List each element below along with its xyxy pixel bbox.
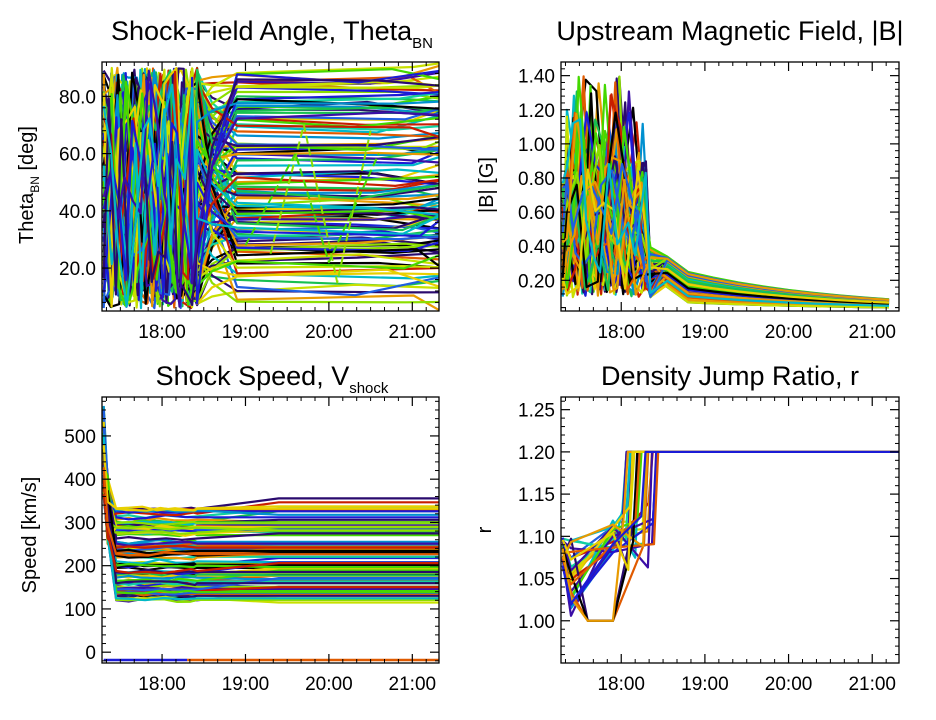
panel-shock-speed: Shock Speed, Vshock Speed [km/s] 18:00 19… <box>19 361 440 695</box>
series-line <box>102 467 439 557</box>
y-tick-label: 1.40 <box>518 67 555 88</box>
series-line <box>102 86 440 308</box>
series-line <box>561 450 899 586</box>
y-tick-label: 0 <box>85 643 96 664</box>
series-line <box>561 450 899 622</box>
bmag-y-ticks: 0.20 0.40 0.60 0.80 1.00 1.20 1.40 <box>518 61 899 309</box>
x-tick-label: 18:00 <box>138 674 186 695</box>
x-tick-label: 19:00 <box>681 322 729 343</box>
y-tick-label: 40.0 <box>59 202 96 223</box>
bmag-plot-frame <box>560 61 900 312</box>
y-tick-label: 100 <box>64 600 96 621</box>
series-line <box>102 67 440 308</box>
bmag-x-ticks: 18:00 19:00 20:00 21:00 <box>564 62 896 343</box>
panel-upstream-b: Upstream Magnetic Field, |B| |B| [G] 18:… <box>476 16 904 343</box>
y-tick-label: 200 <box>64 557 96 578</box>
y-tick-label: 1.10 <box>518 527 555 548</box>
y-tick-label: 1.00 <box>518 135 555 156</box>
series-line <box>102 93 440 307</box>
series-line <box>561 450 899 579</box>
x-tick-label: 21:00 <box>848 674 896 695</box>
bmag-traces <box>561 75 890 309</box>
series-line <box>561 450 899 574</box>
y-tick-label: 0.40 <box>518 237 555 258</box>
y-tick-label: 1.25 <box>518 401 555 422</box>
ratio-y-axis-label: r <box>474 526 496 533</box>
y-tick-label: 1.15 <box>518 485 555 506</box>
ratio-x-ticks: 18:00 19:00 20:00 21:00 <box>564 397 896 695</box>
theta-y-axis-label: ThetaBN [deg] <box>16 126 42 244</box>
x-tick-label: 19:00 <box>222 674 270 695</box>
ratio-traces <box>561 450 899 622</box>
series-line <box>102 78 440 305</box>
y-tick-label: 400 <box>64 470 96 491</box>
x-tick-label: 19:00 <box>681 674 729 695</box>
panel-theta-bn: Shock-Field Angle, ThetaBN ThetaBN [deg]… <box>16 16 440 343</box>
y-tick-label: 0.60 <box>518 203 555 224</box>
y-tick-label: 1.05 <box>518 570 555 591</box>
series-line <box>102 445 439 512</box>
y-tick-label: 300 <box>64 513 96 534</box>
series-line <box>102 437 439 555</box>
y-tick-label: 1.00 <box>518 612 555 633</box>
x-tick-label: 21:00 <box>848 322 896 343</box>
x-tick-label: 20:00 <box>305 674 353 695</box>
series-line <box>561 118 890 307</box>
bmag-y-axis-label: |B| [G] <box>476 157 498 213</box>
x-tick-label: 20:00 <box>765 674 813 695</box>
x-tick-label: 18:00 <box>597 322 645 343</box>
panel-density-jump: Density Jump Ratio, r r 18:00 19:00 20:00 2… <box>474 361 900 695</box>
series-line <box>561 450 899 581</box>
series-line <box>102 491 439 532</box>
y-tick-label: 0.20 <box>518 271 555 292</box>
x-tick-label: 21:00 <box>389 674 437 695</box>
y-tick-label: 0.80 <box>518 169 555 190</box>
series-line <box>561 450 899 584</box>
vshock-y-axis-label: Speed [km/s] <box>19 477 41 594</box>
vshock-plot-frame <box>101 396 440 664</box>
y-tick-label: 500 <box>64 427 96 448</box>
series-line <box>102 426 439 541</box>
bmag-title: Upstream Magnetic Field, |B| <box>556 16 903 46</box>
series-line <box>269 124 372 284</box>
x-tick-label: 18:00 <box>597 674 645 695</box>
x-tick-label: 20:00 <box>305 322 353 343</box>
y-tick-label: 80.0 <box>59 87 96 108</box>
vshock-x-ticks: 18:00 19:00 20:00 21:00 <box>105 397 437 695</box>
ratio-y-ticks: 1.00 1.05 1.10 1.15 1.20 1.25 <box>518 401 899 656</box>
ratio-title: Density Jump Ratio, r <box>601 361 859 391</box>
x-tick-label: 21:00 <box>389 322 437 343</box>
vshock-traces <box>102 405 439 662</box>
theta-x-ticks: 18:00 19:00 20:00 21:00 <box>105 62 437 343</box>
series-line <box>102 494 439 575</box>
theta-plot-frame <box>101 61 440 312</box>
x-tick-label: 18:00 <box>138 322 186 343</box>
series-line <box>244 152 380 264</box>
series-line <box>561 450 899 605</box>
ratio-plot-frame <box>560 396 900 664</box>
vshock-title: Shock Speed, Vshock <box>156 361 389 397</box>
x-tick-label: 19:00 <box>222 322 270 343</box>
series-line <box>102 410 439 513</box>
series-line <box>561 112 890 301</box>
theta-traces <box>102 62 440 312</box>
x-tick-label: 20:00 <box>765 322 813 343</box>
theta-y-ticks: 20.0 40.0 60.0 80.0 <box>59 72 439 303</box>
y-tick-label: 20.0 <box>59 259 96 280</box>
y-tick-label: 1.20 <box>518 443 555 464</box>
series-line <box>102 434 439 602</box>
series-line <box>561 450 899 560</box>
series-line <box>102 408 439 511</box>
theta-title: Shock-Field Angle, ThetaBN <box>111 16 433 52</box>
y-tick-label: 60.0 <box>59 145 96 166</box>
series-line <box>561 450 899 576</box>
y-tick-label: 1.20 <box>518 101 555 122</box>
vshock-y-ticks: 0 100 200 300 400 500 <box>64 400 439 664</box>
